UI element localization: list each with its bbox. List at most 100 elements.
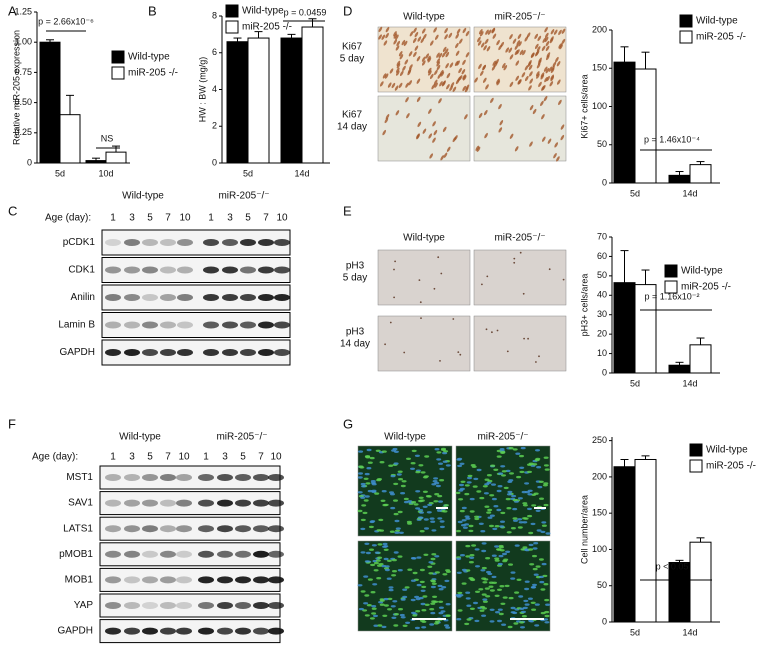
nucleus bbox=[396, 63, 401, 69]
nucleus bbox=[445, 51, 450, 58]
cell bbox=[370, 563, 376, 567]
cell bbox=[519, 607, 525, 610]
cell bbox=[489, 494, 495, 497]
cell bbox=[483, 492, 489, 495]
cell bbox=[403, 497, 409, 501]
image-header: miR-205⁻/⁻ bbox=[477, 432, 528, 443]
legend-swatch bbox=[679, 30, 693, 44]
cell bbox=[398, 608, 403, 611]
cell bbox=[423, 553, 429, 556]
bar bbox=[613, 466, 636, 623]
blot-band bbox=[142, 602, 158, 609]
lane-label: 10 bbox=[178, 452, 190, 463]
nucleus bbox=[433, 287, 436, 290]
cell bbox=[481, 593, 487, 596]
nucleus bbox=[529, 141, 533, 147]
blot-band bbox=[274, 349, 290, 356]
cell bbox=[424, 527, 429, 530]
y-tick-label: 0 bbox=[602, 616, 607, 626]
nucleus bbox=[413, 27, 417, 33]
blot-band bbox=[177, 266, 193, 274]
blot-label: Anilin bbox=[71, 292, 95, 303]
cell bbox=[491, 497, 497, 501]
nucleus bbox=[444, 34, 448, 40]
nucleus bbox=[560, 124, 565, 130]
nucleus bbox=[395, 110, 400, 116]
nucleus bbox=[561, 28, 566, 34]
cell bbox=[435, 484, 441, 488]
cell bbox=[505, 550, 511, 553]
panel-letter: G bbox=[343, 416, 353, 431]
lane-label: 3 bbox=[129, 452, 135, 463]
cell bbox=[365, 551, 371, 555]
nucleus bbox=[535, 71, 540, 77]
cell bbox=[455, 491, 461, 495]
image-row-label: Ki67 bbox=[342, 110, 362, 121]
cell bbox=[491, 483, 496, 486]
blot-band bbox=[142, 499, 158, 507]
bar bbox=[668, 562, 691, 623]
nucleus bbox=[558, 29, 562, 36]
nucleus bbox=[541, 85, 545, 91]
nucleus bbox=[518, 41, 522, 47]
cell bbox=[436, 451, 442, 454]
cell bbox=[528, 462, 534, 465]
cell bbox=[445, 626, 451, 629]
cell bbox=[371, 605, 377, 608]
cell bbox=[479, 496, 485, 500]
bar bbox=[59, 114, 81, 164]
cell bbox=[421, 620, 427, 623]
cell bbox=[393, 462, 399, 465]
y-axis-label: Relative miR-205 expression bbox=[11, 30, 21, 145]
cell bbox=[469, 497, 475, 501]
nucleus bbox=[394, 260, 396, 263]
nucleus bbox=[452, 86, 457, 92]
bar bbox=[668, 364, 691, 374]
blot-band bbox=[176, 602, 192, 609]
blot-band bbox=[124, 627, 140, 635]
cell bbox=[486, 474, 492, 477]
blot-band bbox=[142, 239, 158, 246]
legend-label: Wild-type bbox=[242, 6, 284, 17]
cell bbox=[419, 530, 425, 533]
cell bbox=[361, 485, 366, 488]
nucleus bbox=[437, 256, 440, 259]
y-tick-label: 0.25 bbox=[14, 127, 32, 137]
nucleus bbox=[553, 153, 557, 159]
cell bbox=[460, 480, 466, 483]
nucleus bbox=[412, 37, 417, 44]
micrograph bbox=[473, 315, 567, 372]
nucleus bbox=[527, 61, 532, 67]
y-axis-label: HW : BW (mg/g) bbox=[197, 57, 207, 123]
nucleus bbox=[519, 49, 524, 56]
x-tick-label: 14d bbox=[294, 168, 309, 178]
cell bbox=[474, 619, 480, 623]
blot-band bbox=[253, 627, 269, 635]
nucleus bbox=[545, 68, 550, 74]
cell bbox=[376, 577, 382, 580]
cell bbox=[362, 511, 368, 515]
cell bbox=[436, 458, 442, 461]
cell bbox=[493, 505, 499, 508]
cell bbox=[527, 514, 533, 518]
cell bbox=[535, 509, 541, 512]
cell bbox=[544, 621, 550, 624]
cell bbox=[390, 506, 396, 510]
y-axis-label: Cell number/area bbox=[579, 495, 589, 564]
cell bbox=[419, 511, 424, 514]
cell bbox=[439, 467, 445, 471]
cell bbox=[432, 480, 438, 483]
nucleus bbox=[516, 49, 520, 55]
nucleus bbox=[544, 27, 548, 33]
cell bbox=[391, 574, 397, 577]
cell bbox=[419, 580, 425, 584]
cell bbox=[395, 527, 401, 530]
nucleus bbox=[407, 69, 412, 76]
nucleus bbox=[418, 279, 421, 281]
cell bbox=[426, 495, 432, 498]
bar bbox=[689, 541, 712, 623]
nucleus bbox=[389, 68, 394, 74]
blot-band bbox=[160, 576, 176, 584]
nucleus bbox=[541, 45, 546, 52]
cell bbox=[513, 519, 518, 522]
